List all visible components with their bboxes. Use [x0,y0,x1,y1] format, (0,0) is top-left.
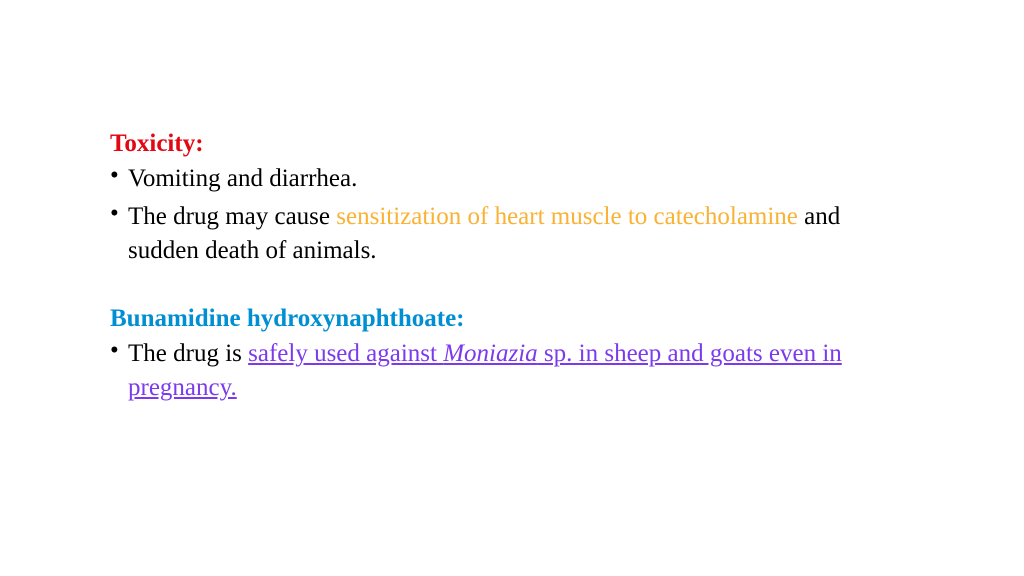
bullet-item: • Vomiting and diarrhea. [110,162,914,196]
bullet-text: The drug may cause sensitization of hear… [128,200,914,268]
bullet-marker: • [110,200,128,268]
u-italic: Moniazia [443,340,537,367]
bullet-text: The drug is safely used against Moniazia… [128,337,914,405]
text-pre: The drug may cause [128,203,336,230]
bullet-item: • The drug may cause sensitization of he… [110,200,914,268]
bunamidine-heading: Bunamidine hydroxynaphthoate: [110,305,914,333]
bullet-item: • The drug is safely used against Moniaz… [110,337,914,405]
bullet-marker: • [110,162,128,196]
toxicity-heading: Toxicity: [110,130,914,158]
u-part1: safely used against [248,340,443,367]
bullet-text: Vomiting and diarrhea. [128,162,914,196]
text-pre: The drug is [128,340,248,367]
section-gap [110,271,914,305]
bullet-marker: • [110,337,128,405]
highlight-orange: sensitization of heart muscle to catecho… [336,203,798,230]
